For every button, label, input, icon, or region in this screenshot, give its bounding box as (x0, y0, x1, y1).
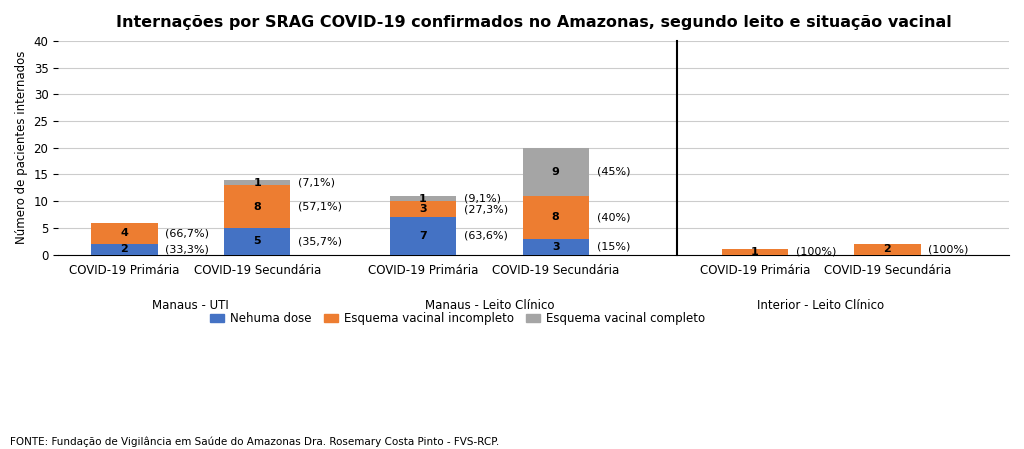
Text: 1: 1 (419, 194, 427, 203)
Text: 9: 9 (552, 167, 560, 177)
Text: (100%): (100%) (796, 247, 836, 257)
Text: 1: 1 (253, 177, 261, 188)
Text: (7,1%): (7,1%) (298, 177, 335, 188)
Bar (224, 180, 291, 185)
Text: (100%): (100%) (929, 244, 969, 254)
Bar (390, 196, 456, 201)
Bar (91, 223, 158, 244)
Text: 2: 2 (884, 244, 891, 254)
Text: 5: 5 (253, 236, 261, 247)
Bar (522, 238, 589, 255)
Text: (66,7%): (66,7%) (166, 228, 209, 238)
Bar (224, 185, 291, 228)
Text: 8: 8 (552, 212, 559, 222)
Text: (45%): (45%) (597, 167, 630, 177)
Text: Manaus - Leito Clínico: Manaus - Leito Clínico (425, 299, 554, 312)
Bar (854, 244, 921, 255)
Text: (40%): (40%) (597, 212, 630, 222)
Legend: Nehuma dose, Esquema vacinal incompleto, Esquema vacinal completo: Nehuma dose, Esquema vacinal incompleto,… (206, 308, 710, 330)
Text: 4: 4 (121, 228, 128, 238)
Text: 7: 7 (419, 231, 427, 241)
Bar (722, 249, 787, 255)
Text: Manaus - UTI: Manaus - UTI (153, 299, 229, 312)
Bar (91, 244, 158, 255)
Text: (9,1%): (9,1%) (464, 194, 501, 203)
Text: (35,7%): (35,7%) (298, 236, 342, 247)
Bar (522, 148, 589, 196)
Title: Internações por SRAG COVID-19 confirmados no Amazonas, segundo leito e situação : Internações por SRAG COVID-19 confirmado… (116, 15, 951, 30)
Bar (224, 228, 291, 255)
Text: (15%): (15%) (597, 242, 630, 251)
Text: (27,3%): (27,3%) (464, 204, 508, 214)
Text: FONTE: Fundação de Vigilância em Saúde do Amazonas Dra. Rosemary Costa Pinto - F: FONTE: Fundação de Vigilância em Saúde d… (10, 436, 500, 447)
Text: Interior - Leito Clínico: Interior - Leito Clínico (758, 299, 885, 312)
Text: 8: 8 (253, 202, 261, 211)
Bar (390, 201, 456, 217)
Text: 2: 2 (121, 244, 128, 254)
Text: 1: 1 (751, 247, 759, 257)
Text: (63,6%): (63,6%) (464, 231, 508, 241)
Text: (57,1%): (57,1%) (298, 202, 342, 211)
Bar (390, 217, 456, 255)
Bar (522, 196, 589, 238)
Y-axis label: Número de pacientes internados: Número de pacientes internados (15, 51, 28, 244)
Text: 3: 3 (419, 204, 427, 214)
Text: 3: 3 (552, 242, 559, 251)
Text: (33,3%): (33,3%) (166, 244, 209, 254)
